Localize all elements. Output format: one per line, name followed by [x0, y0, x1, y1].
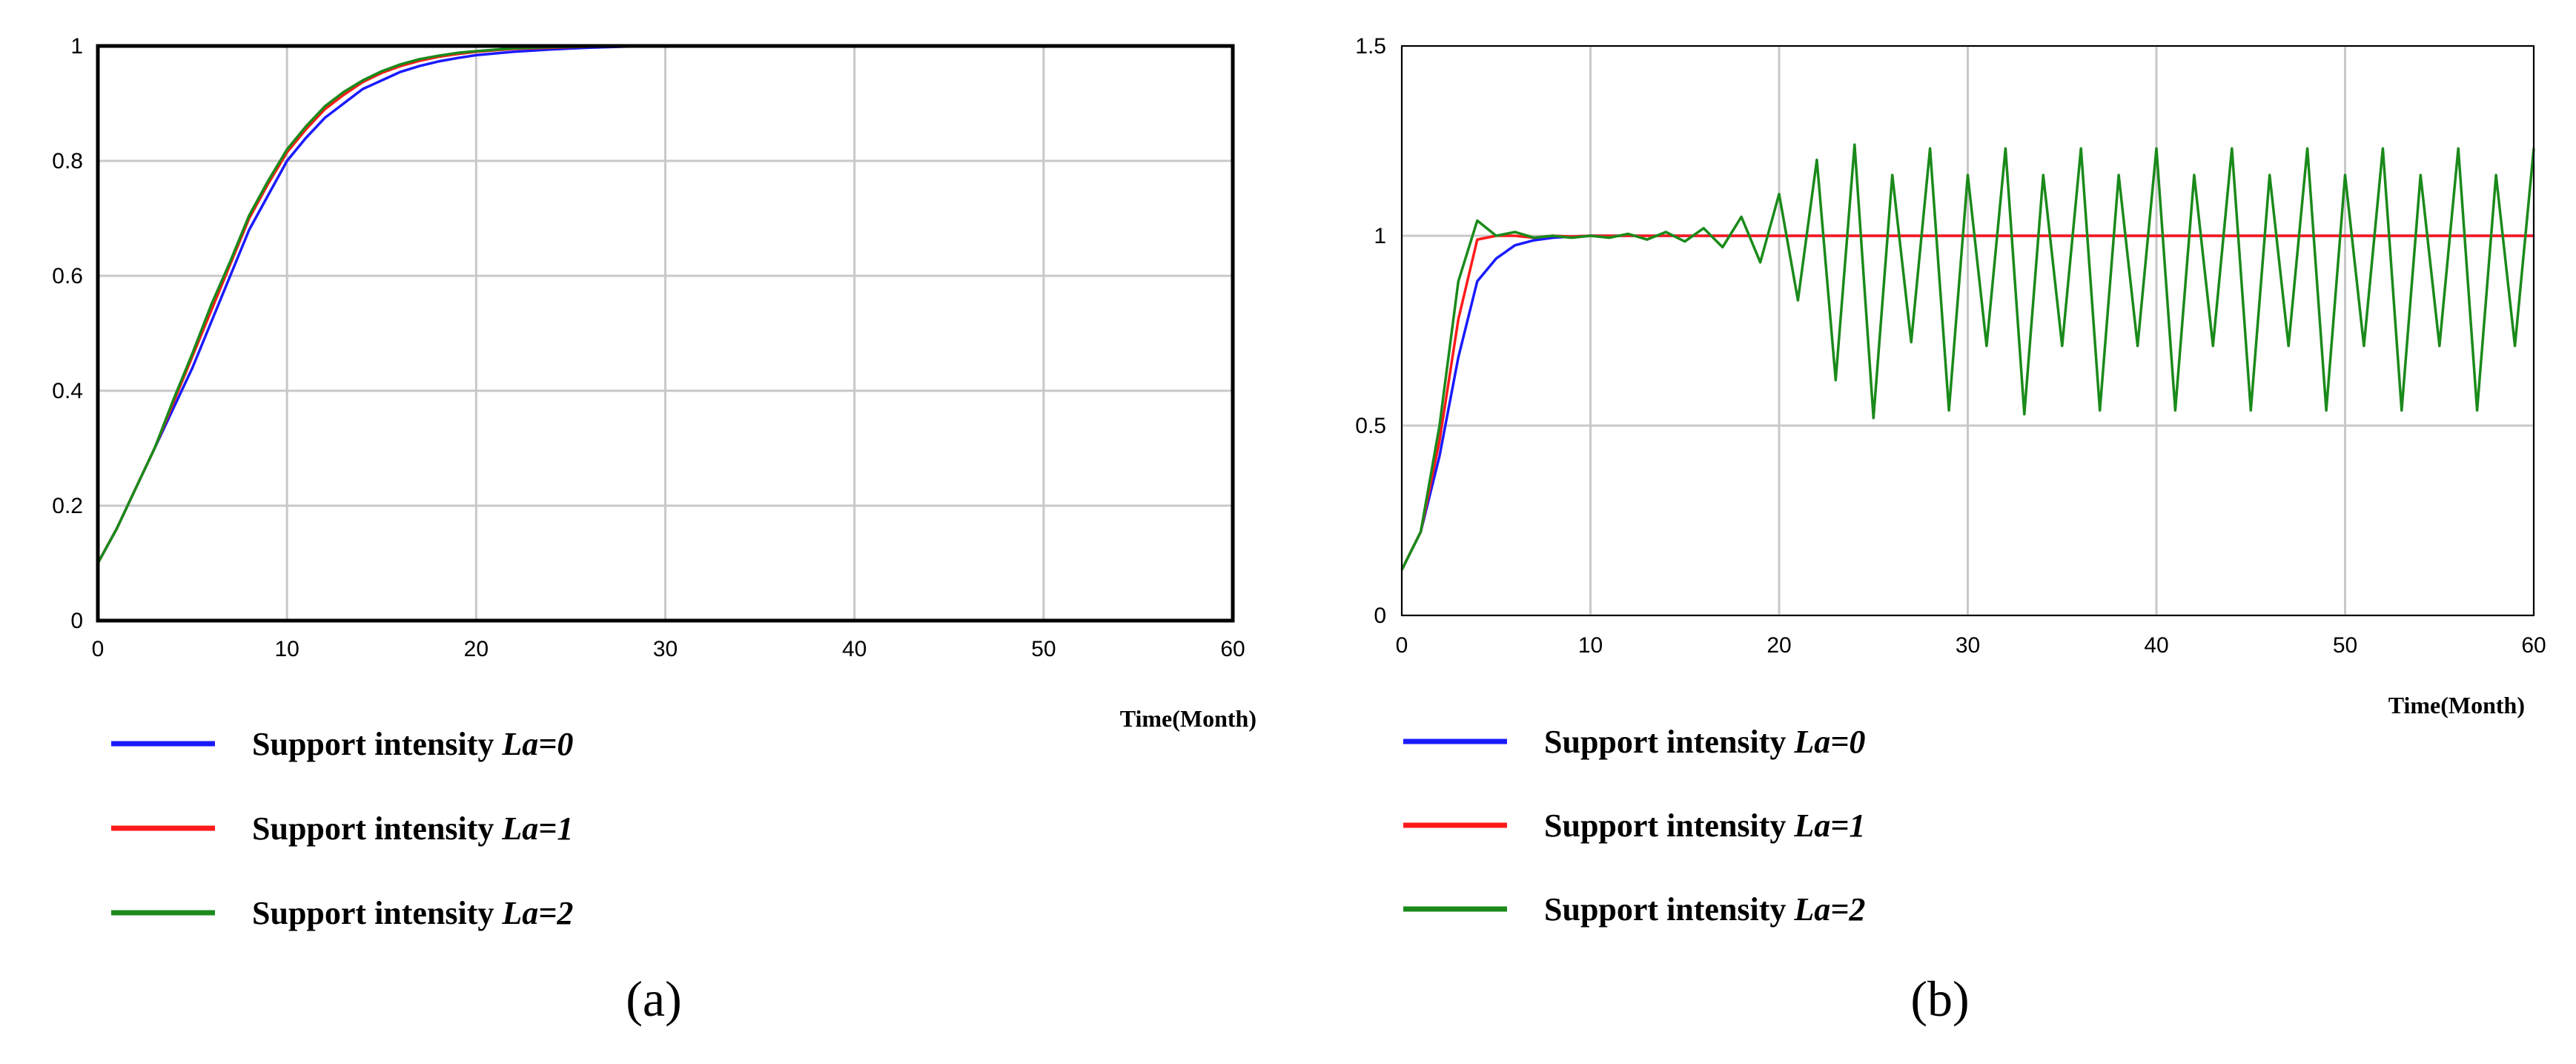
legend-label: Support intensity La=1 [252, 810, 573, 847]
x-axis-label-b: Time(Month) [2388, 692, 2525, 718]
x-tick-label: 20 [1767, 633, 1791, 658]
grid-lines-b [1400, 44, 2535, 617]
y-tick-label: 0 [70, 609, 83, 633]
y-tick-label: 0.5 [1355, 414, 1386, 438]
x-tick-label: 40 [842, 637, 867, 661]
legend-label: Support intensity La=2 [252, 895, 573, 931]
caption-a: (a) [626, 971, 681, 1027]
series-line-b-2 [1400, 143, 2535, 571]
x-tick-label: 50 [2333, 633, 2357, 658]
y-tick-label: 1 [70, 34, 83, 59]
x-tick-label: 10 [274, 637, 299, 661]
legend-a: Support intensity La=0 Support intensity … [111, 726, 573, 931]
x-tick-label: 30 [653, 637, 678, 661]
x-axis-label-a: Time(Month) [1120, 705, 1256, 732]
y-tick-label: 1.5 [1355, 34, 1386, 59]
legend-label: Support intensity La=0 [1544, 724, 1865, 760]
x-tick-label: 30 [1956, 633, 1980, 658]
x-tick-label: 20 [464, 637, 489, 661]
x-tick-label: 60 [1220, 637, 1245, 661]
x-tick-label: 50 [1031, 637, 1056, 661]
x-tick-label: 10 [1578, 633, 1603, 658]
y-tick-label: 0 [1374, 604, 1386, 628]
y-tick-label: 0.2 [52, 494, 83, 518]
y-tick-label: 0.6 [52, 264, 83, 288]
y-tick-label: 1 [1374, 224, 1386, 248]
chart-panel-a: 0 0.2 0.4 0.6 0.8 1 0 10 20 30 40 50 60 Time(Month)… [52, 34, 1256, 1027]
x-tick-label: 60 [2521, 633, 2546, 658]
x-tick-labels-a: 0 10 20 30 40 50 60 [92, 637, 1245, 661]
legend-label: Support intensity La=2 [1544, 891, 1865, 928]
x-tick-label: 40 [2144, 633, 2168, 658]
legend-b: Support intensity La=0 Support intensity … [1403, 724, 1865, 928]
series-lines-b [1400, 143, 2535, 571]
x-tick-label: 0 [92, 637, 105, 661]
y-tick-labels-a: 0 0.2 0.4 0.6 0.8 1 [52, 34, 83, 633]
caption-b: (b) [1910, 971, 1969, 1027]
grid-lines-a [96, 44, 1234, 622]
y-tick-labels-b: 0 0.5 1 1.5 [1355, 34, 1386, 628]
plot-frame-a [96, 44, 1235, 623]
legend-label: Support intensity La=1 [1544, 807, 1865, 844]
y-tick-label: 0.8 [52, 149, 83, 174]
y-tick-label: 0.4 [52, 379, 83, 403]
x-tick-labels-b: 0 10 20 30 40 50 60 [1396, 633, 2546, 658]
legend-label: Support intensity La=0 [252, 726, 573, 762]
plot-frame-b [1401, 45, 2534, 616]
chart-panel-b: 0 0.5 1 1.5 0 10 20 30 40 50 60 Time(Month) Suppo… [1355, 34, 2546, 1027]
x-tick-label: 0 [1396, 633, 1408, 658]
